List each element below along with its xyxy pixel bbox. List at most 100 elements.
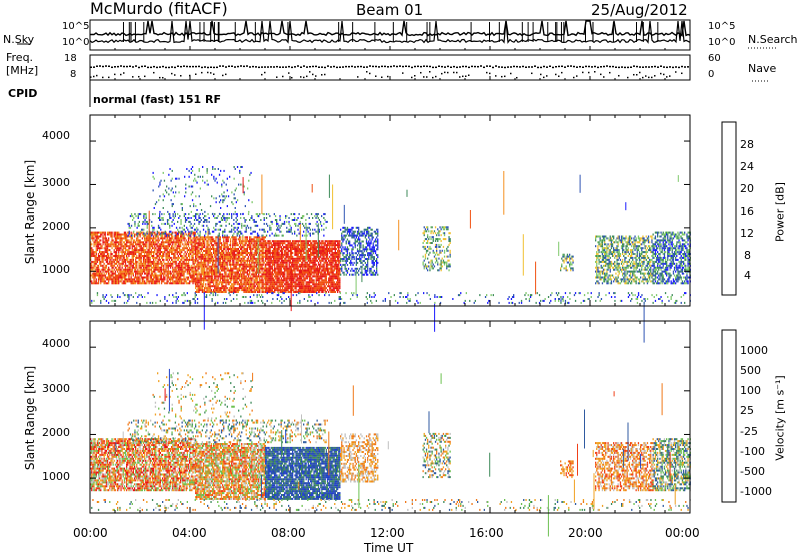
power-echo-cell xyxy=(214,279,215,281)
power-echo-cell xyxy=(205,256,206,258)
power-echo-cell xyxy=(249,273,250,275)
power-echo-cell xyxy=(233,248,234,250)
power-echo-cell xyxy=(155,239,156,241)
power-echo-cell xyxy=(222,273,223,275)
power-echo-cell xyxy=(285,258,286,260)
power-echo-cell xyxy=(196,277,197,279)
power-echo-cell xyxy=(109,273,110,275)
power-echo-cell xyxy=(224,275,225,277)
power-echo-cell xyxy=(221,289,222,291)
power-echo-cell xyxy=(134,255,135,257)
freq-point xyxy=(687,66,689,68)
power-echo-cell xyxy=(201,254,202,256)
power-echo-cell xyxy=(293,289,294,291)
freq-point xyxy=(510,66,512,68)
power-echo-cell xyxy=(188,278,189,280)
power-echo-cell xyxy=(210,268,211,270)
power-echo-cell xyxy=(227,266,228,268)
power-echo-cell xyxy=(327,254,328,256)
power-echo-cell xyxy=(250,236,251,238)
power-echo-cell xyxy=(173,282,174,284)
power-echo-cell xyxy=(238,272,239,274)
power-echo-cell xyxy=(270,264,271,266)
power-echo-cell xyxy=(158,237,159,239)
power-echo-cell xyxy=(310,256,311,258)
power-echo-cell xyxy=(289,277,290,279)
power-echo-cell xyxy=(91,280,92,282)
power-echo-cell xyxy=(214,289,215,291)
power-echo-cell xyxy=(124,255,125,257)
freq-point xyxy=(222,65,224,67)
power-echo-cell xyxy=(201,272,202,274)
power-echo-cell xyxy=(241,279,242,281)
power-echo-cell xyxy=(201,285,202,287)
freq-point xyxy=(198,66,200,68)
power-echo-cell xyxy=(146,282,147,284)
power-echo-cell xyxy=(144,280,145,282)
power-echo-cell xyxy=(251,264,252,266)
power-echo-cell xyxy=(295,289,296,291)
power-echo-cell xyxy=(220,272,221,274)
power-echo-cell xyxy=(163,259,164,261)
power-echo-cell xyxy=(159,282,160,284)
power-echo-cell xyxy=(308,240,309,242)
power-echo-cell xyxy=(105,282,106,284)
power-echo-cell xyxy=(93,253,94,255)
power-echo-cell xyxy=(115,271,116,273)
freq-point xyxy=(252,66,254,68)
power-echo-cell xyxy=(109,243,110,245)
power-echo-cell xyxy=(187,251,188,253)
power-echo-cell xyxy=(136,263,137,265)
power-echo-cell xyxy=(163,275,164,277)
power-echo-cell xyxy=(155,275,156,277)
power-echo-cell xyxy=(293,285,294,287)
power-echo-cell xyxy=(172,278,173,280)
power-echo-cell xyxy=(118,269,119,271)
power-echo-cell xyxy=(160,253,161,255)
power-echo-cell xyxy=(210,248,211,250)
power-echo-cell xyxy=(281,268,282,270)
power-echo-cell xyxy=(303,258,304,260)
power-echo-cell xyxy=(146,280,147,282)
power-echo-cell xyxy=(270,248,271,250)
power-echo-cell xyxy=(125,232,126,234)
power-echo-cell xyxy=(298,254,299,256)
power-echo-cell xyxy=(256,238,257,240)
power-echo-cell xyxy=(293,279,294,281)
power-echo-cell xyxy=(173,253,174,255)
power-echo-cell xyxy=(197,248,198,250)
power-echo-cell xyxy=(140,239,141,241)
power-echo-cell xyxy=(255,285,256,287)
power-echo-cell xyxy=(247,244,248,246)
power-echo-cell xyxy=(275,240,276,242)
freq-point xyxy=(366,66,368,68)
power-echo-cell xyxy=(256,264,257,266)
power-echo-cell xyxy=(293,266,294,268)
power-echo-cell xyxy=(173,257,174,259)
power-echo-cell xyxy=(146,267,147,269)
freq-point xyxy=(516,66,518,68)
power-echo-cell xyxy=(109,232,110,234)
power-echo-cell xyxy=(201,244,202,246)
power-echo-cell xyxy=(92,269,93,271)
power-echo-cell xyxy=(298,266,299,268)
power-echo-cell xyxy=(261,270,262,272)
power-echo-cell xyxy=(108,282,109,284)
power-echo-cell xyxy=(100,239,101,241)
power-echo-cell xyxy=(196,254,197,256)
power-echo-cell xyxy=(312,272,313,274)
power-echo-cell xyxy=(188,263,189,265)
power-echo-cell xyxy=(196,250,197,252)
power-echo-cell xyxy=(271,272,272,274)
power-echo-cell xyxy=(182,249,183,251)
nave-point xyxy=(666,76,668,78)
power-echo-cell xyxy=(205,250,206,252)
power-echo-cell xyxy=(195,268,196,270)
power-echo-cell xyxy=(92,239,93,241)
power-echo-cell xyxy=(256,252,257,254)
freq-point xyxy=(633,65,635,67)
power-echo-cell xyxy=(151,278,152,280)
freq-point xyxy=(351,66,353,68)
power-echo-cell xyxy=(198,272,199,274)
power-echo-cell xyxy=(141,275,142,277)
